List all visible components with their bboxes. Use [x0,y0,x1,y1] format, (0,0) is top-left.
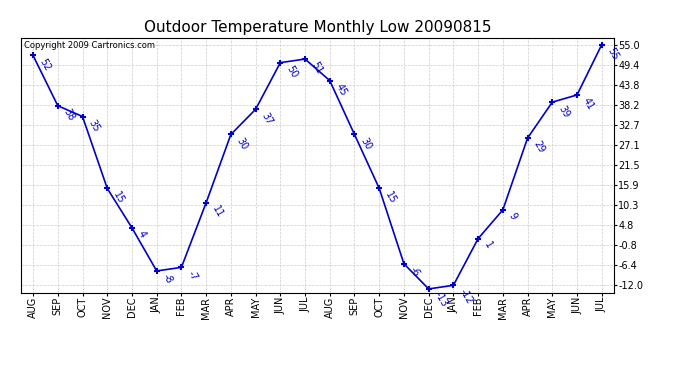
Text: 1: 1 [482,240,494,250]
Text: 35: 35 [87,118,101,134]
Text: 30: 30 [235,136,250,152]
Text: 45: 45 [334,82,348,98]
Text: 15: 15 [111,190,126,206]
Text: 55: 55 [606,46,621,62]
Text: 4: 4 [136,229,148,240]
Text: 52: 52 [37,57,52,73]
Text: 9: 9 [507,211,519,222]
Text: 38: 38 [62,107,77,123]
Text: 30: 30 [359,136,373,152]
Text: 39: 39 [556,104,571,119]
Text: 50: 50 [284,64,299,80]
Text: -13: -13 [433,290,449,309]
Text: -6: -6 [408,265,422,279]
Text: 37: 37 [259,111,275,126]
Text: 15: 15 [384,190,398,206]
Text: -12: -12 [457,287,474,306]
Text: Copyright 2009 Cartronics.com: Copyright 2009 Cartronics.com [23,41,155,50]
Text: 29: 29 [532,140,546,155]
Text: -8: -8 [161,272,175,286]
Title: Outdoor Temperature Monthly Low 20090815: Outdoor Temperature Monthly Low 20090815 [144,20,491,35]
Text: 51: 51 [309,60,324,76]
Text: 11: 11 [210,204,225,220]
Text: 41: 41 [581,96,596,112]
Text: -7: -7 [186,269,199,282]
